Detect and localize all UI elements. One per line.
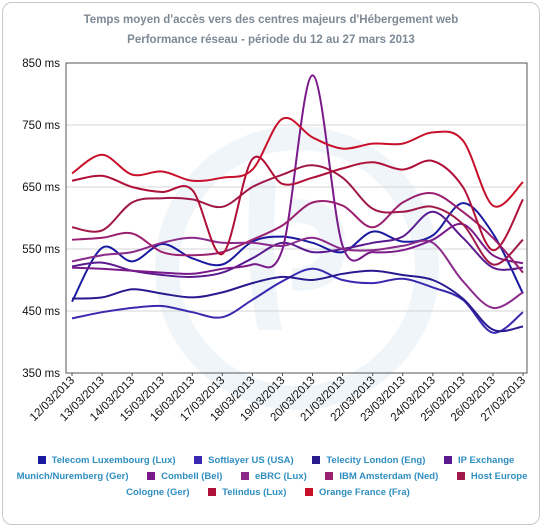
y-tick-label: 850 ms	[22, 58, 60, 70]
legend-label: Telecom Luxembourg (Lux)	[51, 455, 176, 466]
legend-label: Telindus (Lux)	[222, 487, 287, 498]
plot-border	[65, 62, 528, 374]
y-tick-label: 550 ms	[22, 244, 60, 256]
legend: Telecom Luxembourg (Lux) Softlayer US (U…	[14, 453, 530, 501]
legend-label: Softlayer US (USA)	[208, 455, 294, 466]
legend-swatch	[305, 488, 314, 496]
legend-label: IP Exchange Munich/Nuremberg (Ger)	[16, 455, 515, 482]
legend-label: IBM Amsterdam (Ned)	[339, 471, 439, 482]
chart-title: Temps moyen d'accès vers des centres maj…	[83, 14, 459, 26]
series-line-6	[71, 236, 524, 309]
legend-item-9: Telindus (Lux)	[208, 487, 286, 498]
legend-label: Telecity London (Eng)	[326, 455, 426, 466]
legend-swatch	[456, 472, 465, 480]
series-line-3	[71, 269, 524, 333]
series-line-7	[71, 191, 524, 274]
legend-item-4: IP Exchange Munich/Nuremberg (Ger)	[17, 455, 515, 482]
series-line-2	[71, 267, 524, 334]
legend-swatch	[194, 456, 203, 464]
legend-item-10: Orange France (Fra)	[305, 487, 410, 498]
legend-swatch	[312, 456, 321, 464]
legend-label: Combell (Bel)	[161, 471, 223, 482]
y-tick-label: 750 ms	[22, 120, 60, 132]
legend-swatch	[444, 456, 453, 464]
legend-item-5: Combell (Bel)	[147, 471, 222, 482]
legend-swatch	[325, 472, 334, 480]
series-line-8	[71, 164, 524, 266]
legend-label: eBRC (Lux)	[255, 471, 307, 482]
legend-item-3: Telecity London (Eng)	[312, 455, 425, 466]
plot-area	[66, 63, 527, 373]
legend-swatch	[208, 488, 217, 496]
legend-item-7: IBM Amsterdam (Ned)	[325, 471, 438, 482]
legend-item-1: Telecom Luxembourg (Lux)	[37, 455, 176, 466]
legend-swatch	[37, 456, 46, 464]
series-line-9	[71, 155, 524, 256]
series-line-5	[71, 74, 524, 275]
series-line-10	[71, 116, 524, 208]
legend-swatch	[147, 472, 156, 480]
y-tick-label: 350 ms	[22, 368, 60, 380]
legend-label: Orange France (Fra)	[319, 487, 410, 498]
series-line-1	[71, 202, 524, 303]
legend-item-6: eBRC (Lux)	[241, 471, 307, 482]
y-tick-label: 450 ms	[22, 306, 60, 318]
legend-label: Host Europe Cologne (Ger)	[126, 471, 528, 498]
y-tick-label: 650 ms	[22, 182, 60, 194]
legend-swatch	[241, 472, 250, 480]
chart-subtitle: Performance réseau - période du 12 au 27…	[127, 34, 415, 46]
series-line-4	[71, 210, 524, 278]
legend-item-2: Softlayer US (USA)	[194, 455, 294, 466]
legend-item-8: Host Europe Cologne (Ger)	[126, 471, 527, 498]
